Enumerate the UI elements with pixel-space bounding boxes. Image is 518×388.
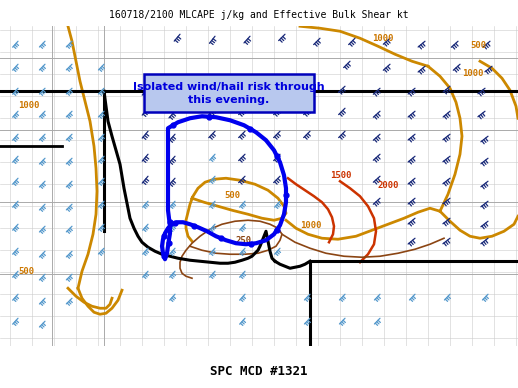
Text: 1500: 1500: [330, 171, 352, 180]
Text: 250: 250: [236, 236, 252, 245]
Text: 2000: 2000: [378, 181, 399, 190]
Text: 1000: 1000: [300, 221, 322, 230]
Text: 1000: 1000: [372, 34, 394, 43]
Text: 1000: 1000: [462, 69, 483, 78]
Text: 500: 500: [470, 41, 486, 50]
FancyBboxPatch shape: [144, 74, 314, 112]
Text: 500: 500: [224, 191, 240, 200]
Text: 1000: 1000: [18, 101, 39, 110]
Text: SPC MCD #1321: SPC MCD #1321: [210, 365, 308, 378]
Text: Isolated wind/hail risk through
this evening.: Isolated wind/hail risk through this eve…: [133, 81, 325, 105]
Text: 500: 500: [18, 267, 34, 276]
Text: 160718/2100 MLCAPE j/kg and Effective Bulk Shear kt: 160718/2100 MLCAPE j/kg and Effective Bu…: [109, 10, 409, 20]
